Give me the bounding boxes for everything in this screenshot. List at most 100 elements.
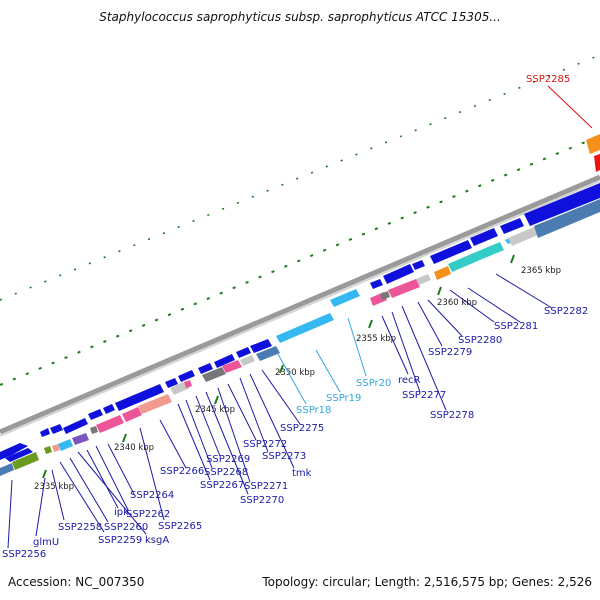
gene-block xyxy=(72,433,89,445)
gene-label: SSPr20 xyxy=(356,378,391,389)
rna-block xyxy=(330,289,360,307)
gene-block xyxy=(88,409,103,420)
gene-label: SSP2260 xyxy=(104,522,148,533)
gene-label: SSP2259 xyxy=(98,535,142,546)
gene-label: ipk xyxy=(114,507,129,518)
tick-label: 2360 kbp xyxy=(437,298,477,308)
gene-block xyxy=(50,424,63,434)
gene-label: SSP2270 xyxy=(240,495,284,506)
map-title: Staphylococcus saprophyticus subsp. sapr… xyxy=(99,10,501,24)
gene-block xyxy=(138,394,172,414)
gene-label: SSP2268 xyxy=(204,467,248,478)
gene-label: SSP2256 xyxy=(2,549,46,560)
gene-block xyxy=(470,228,498,246)
tick-label: 2365 kbp xyxy=(521,266,561,276)
gene-block xyxy=(430,240,472,264)
tick-label: 2355 kbp xyxy=(356,334,396,344)
gene-block xyxy=(12,452,39,470)
gene-label: SSP2278 xyxy=(430,410,474,421)
accession-text: Accession: NC_007350 xyxy=(8,575,145,589)
gene-block xyxy=(250,339,272,353)
gene-label: SSP2266 xyxy=(160,466,204,477)
gene-block xyxy=(63,418,88,434)
gene-block xyxy=(500,218,524,234)
gene-label: SSPr19 xyxy=(326,393,361,404)
gene-block xyxy=(524,183,600,226)
rna-leader-lines xyxy=(277,317,367,405)
gene-label: glmU xyxy=(33,537,59,548)
gene-block xyxy=(90,426,98,434)
gene-block xyxy=(214,354,235,368)
gene-label: SSP2267 xyxy=(200,480,244,491)
gene-block xyxy=(380,291,390,300)
label-leader-lines-right xyxy=(381,273,553,411)
gene-label: SSP2275 xyxy=(280,423,324,434)
gene-label: SSP2273 xyxy=(262,451,306,462)
gene-block xyxy=(5,448,33,462)
ssp2285-leader xyxy=(547,85,593,129)
gene-block xyxy=(44,446,52,454)
gene-label: SSP2271 xyxy=(244,481,288,492)
gene-label: SSP2282 xyxy=(544,306,588,317)
kbp-tick-marks xyxy=(42,254,515,479)
rna-block xyxy=(276,313,334,343)
gene-block xyxy=(388,279,420,298)
gene-block xyxy=(508,227,538,246)
gene-block xyxy=(240,355,255,366)
gene-label: tmk xyxy=(292,468,312,479)
gene-block xyxy=(40,428,50,437)
forward-strand-genes xyxy=(0,183,600,462)
gene-block xyxy=(0,463,14,476)
gene-block xyxy=(383,264,414,284)
gene-block xyxy=(184,380,192,388)
gene-block xyxy=(448,252,480,272)
label-leader-lines xyxy=(7,369,301,549)
gene-block xyxy=(476,242,504,260)
gene-label: SSP2272 xyxy=(243,439,287,450)
gene-block xyxy=(434,266,451,280)
tick-label: 2340 kbp xyxy=(114,443,154,453)
outer-tick-ring xyxy=(0,54,600,386)
gene-label: SSP2280 xyxy=(458,335,502,346)
genome-summary-text: Topology: circular; Length: 2,516,575 bp… xyxy=(262,575,592,589)
genome-backbone xyxy=(0,174,600,437)
gene-label: SSP2264 xyxy=(130,490,174,501)
gene-block xyxy=(594,154,600,172)
gene-block xyxy=(222,360,242,373)
gene-label: SSPr18 xyxy=(296,405,331,416)
gene-block xyxy=(412,260,425,270)
gene-block xyxy=(534,199,600,238)
gene-block xyxy=(202,367,226,382)
gene-label: SSP2258 xyxy=(58,522,102,533)
gene-block xyxy=(122,407,142,422)
gene-block xyxy=(236,347,251,358)
gene-block xyxy=(178,370,195,382)
kbp-tick-labels: 2335 kbp 2340 kbp 2345 kbp 2350 kbp 2355… xyxy=(34,266,561,492)
gene-block xyxy=(103,404,115,414)
gene-label: SSP2265 xyxy=(158,521,202,532)
gene-block xyxy=(416,274,431,285)
gene-label: SSP2262 xyxy=(126,509,170,520)
gene-labels: SSP2256 glmU SSP2258 SSP2259 SSP2260 ksg… xyxy=(2,74,588,560)
tick-label: 2345 kbp xyxy=(195,405,235,415)
reverse-strand-genes xyxy=(0,134,600,476)
tick-label: 2335 kbp xyxy=(34,482,74,492)
gene-block xyxy=(52,444,60,452)
gene-label: SSP2285 xyxy=(526,74,570,85)
tick-label: 2350 kbp xyxy=(275,368,315,378)
gene-block xyxy=(58,439,73,451)
gene-block xyxy=(256,346,280,361)
gene-label: SSP2269 xyxy=(206,454,250,465)
gene-block xyxy=(115,384,164,411)
gene-label: recR xyxy=(398,375,421,386)
gene-block xyxy=(165,378,178,388)
gene-block xyxy=(198,363,213,374)
gene-label: SSP2277 xyxy=(402,390,446,401)
gene-block xyxy=(96,415,124,433)
gene-label: ksgA xyxy=(145,535,169,546)
gene-block xyxy=(370,279,383,289)
gene-label: SSP2281 xyxy=(494,321,538,332)
gene-label: SSP2279 xyxy=(428,347,472,358)
gene-block xyxy=(0,443,28,460)
